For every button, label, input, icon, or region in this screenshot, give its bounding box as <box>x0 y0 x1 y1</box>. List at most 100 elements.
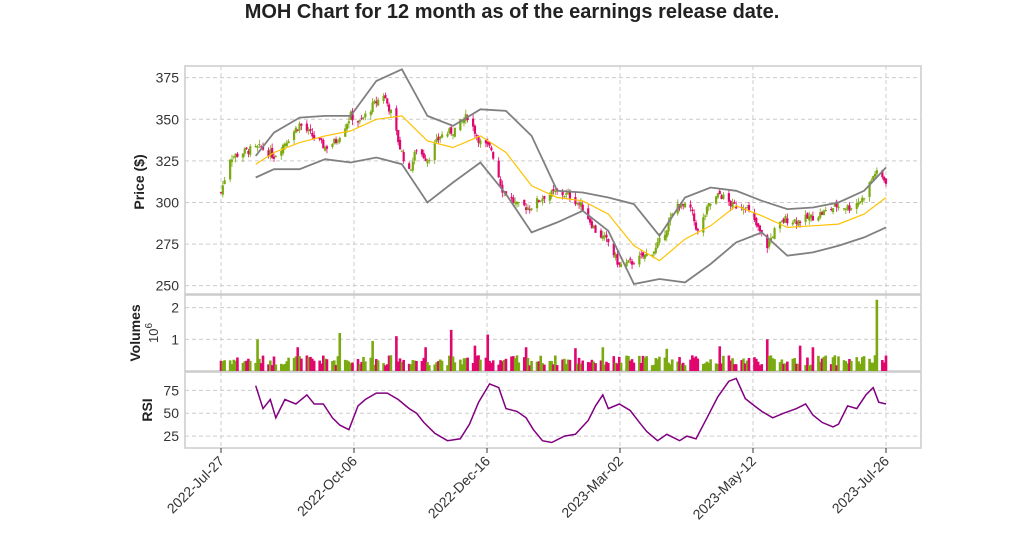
volume-bar <box>501 361 504 371</box>
volume-bar <box>281 364 285 371</box>
volume-bar <box>318 360 321 371</box>
volume-bar <box>718 346 722 371</box>
volume-bar <box>294 356 298 371</box>
candle-body <box>413 151 416 161</box>
volume-bar <box>258 358 261 371</box>
candle-body <box>386 98 389 104</box>
candle-body <box>652 251 656 254</box>
volume-bar <box>411 360 415 371</box>
volume-bar <box>259 363 263 371</box>
volume-bar <box>784 363 787 371</box>
price-panel: 250 275 300 325 350 375 Price ($) <box>131 65 922 295</box>
candle-body <box>285 143 288 147</box>
candle-body <box>716 193 720 198</box>
volume-bar <box>601 347 605 371</box>
volume-bar <box>541 363 544 371</box>
volume-bar <box>625 355 628 371</box>
volume-bar <box>798 345 802 371</box>
volume-bar <box>630 359 634 371</box>
candle-body <box>459 119 462 131</box>
volume-bar <box>270 365 274 371</box>
volume-bar <box>451 356 455 371</box>
volume-bar <box>228 360 232 371</box>
volume-bar <box>331 361 334 371</box>
candle-body <box>292 131 296 141</box>
candle-body <box>439 136 442 139</box>
candle-body <box>535 198 539 209</box>
volume-bar <box>846 363 849 371</box>
volume-bar <box>716 363 720 371</box>
volume-bar <box>323 358 327 371</box>
candle-body <box>446 134 449 137</box>
volume-bar <box>539 355 543 371</box>
volume-bar <box>588 362 592 371</box>
candle-body <box>267 150 270 157</box>
candle-body <box>561 190 564 196</box>
volume-bar <box>254 362 258 371</box>
volume-bar <box>554 355 557 371</box>
volume-bar <box>782 363 785 371</box>
candle-body <box>654 247 657 253</box>
candle-body <box>709 204 712 206</box>
candle-body <box>382 95 385 102</box>
volume-bar <box>409 364 413 371</box>
candle-body <box>397 130 400 143</box>
volume-bar <box>873 355 877 371</box>
volume-bar <box>424 347 427 371</box>
candle-body <box>820 212 824 215</box>
candle-body <box>850 208 853 210</box>
volume-bar <box>809 364 813 371</box>
volume-bar <box>795 363 798 371</box>
volume-bar <box>670 359 674 371</box>
volume-bar <box>524 347 528 371</box>
candle-body <box>331 143 334 148</box>
volume-bar <box>307 357 310 371</box>
rsi-grid <box>185 372 921 448</box>
volume-bar <box>616 363 619 371</box>
volume-bar <box>656 359 659 371</box>
volume-bar <box>223 360 226 371</box>
candle-body <box>437 136 440 141</box>
candle-body <box>402 152 405 162</box>
candle-body <box>450 127 453 134</box>
candle-body <box>576 203 579 205</box>
volume-bar <box>426 362 429 371</box>
volume-bar <box>407 363 411 371</box>
candle-body <box>618 262 621 265</box>
candle-body <box>475 135 478 137</box>
candle-body <box>667 221 670 232</box>
volume-bar <box>703 363 707 371</box>
candle-body <box>835 201 838 208</box>
candle-body <box>757 223 760 227</box>
volume-bar <box>619 362 623 371</box>
candle-body <box>254 145 257 147</box>
candle-body <box>510 196 513 199</box>
candle-body <box>592 225 595 228</box>
volume-bar <box>230 364 234 371</box>
moving-average-line <box>255 115 887 262</box>
candle-body <box>384 95 387 99</box>
volume-bar <box>628 360 632 371</box>
volume-bar <box>731 358 734 371</box>
candle-body <box>497 160 500 178</box>
candle-body <box>786 218 789 224</box>
candle-body <box>733 202 736 204</box>
volume-bar <box>855 357 859 371</box>
volume-bar <box>669 364 672 371</box>
candle-body <box>324 147 327 151</box>
candle-body <box>473 125 477 134</box>
volume-bar <box>464 358 468 371</box>
volume-bar <box>413 360 416 371</box>
volume-bar <box>490 362 493 371</box>
volume-bar <box>336 356 340 371</box>
candle-body <box>861 197 864 203</box>
candle-body <box>817 217 820 221</box>
candle-body <box>221 185 224 195</box>
volume-bar <box>279 363 283 371</box>
volume-bar <box>491 360 495 371</box>
candle-body <box>651 254 654 256</box>
volume-bar <box>272 356 276 371</box>
candle-body <box>426 160 429 164</box>
candle-body <box>543 196 546 199</box>
volume-bar <box>820 358 824 371</box>
